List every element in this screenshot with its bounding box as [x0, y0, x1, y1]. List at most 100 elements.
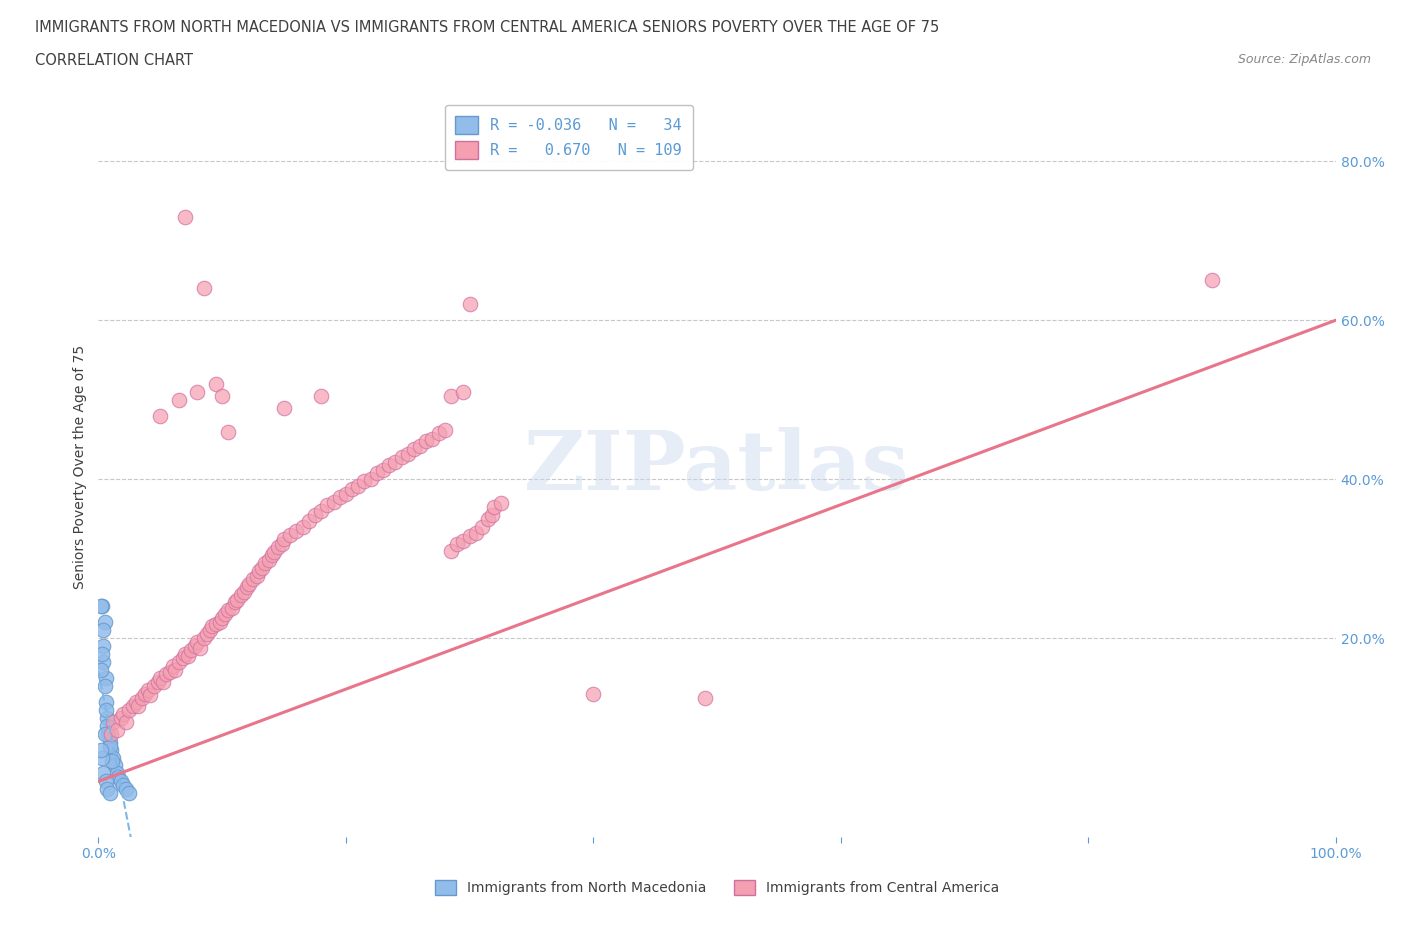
- Point: [184, 639, 207, 654]
- Point: [233, 585, 256, 600]
- Point: [254, 555, 277, 570]
- Point: [273, 531, 295, 546]
- Point: [93, 766, 115, 781]
- Point: [112, 707, 135, 722]
- Point: [226, 592, 249, 607]
- Point: [94, 702, 117, 717]
- Point: [484, 499, 506, 514]
- Point: [146, 674, 169, 689]
- Point: [103, 751, 125, 765]
- Point: [260, 548, 283, 563]
- Point: [93, 679, 115, 694]
- Point: [458, 297, 481, 312]
- Point: [112, 777, 135, 792]
- Text: IMMIGRANTS FROM NORTH MACEDONIA VS IMMIGRANTS FROM CENTRAL AMERICA SENIORS POVER: IMMIGRANTS FROM NORTH MACEDONIA VS IMMIG…: [35, 20, 939, 35]
- Point: [489, 496, 512, 511]
- Point: [103, 758, 125, 773]
- Point: [422, 432, 444, 447]
- Point: [366, 465, 388, 480]
- Point: [322, 494, 344, 509]
- Point: [186, 384, 208, 399]
- Point: [155, 667, 177, 682]
- Point: [165, 662, 187, 677]
- Point: [464, 525, 486, 540]
- Point: [391, 449, 413, 464]
- Point: [91, 599, 114, 614]
- Point: [105, 766, 128, 781]
- Point: [247, 564, 270, 578]
- Point: [107, 770, 129, 785]
- Point: [198, 623, 221, 638]
- Point: [100, 742, 122, 757]
- Point: [176, 648, 198, 663]
- Point: [98, 738, 121, 753]
- Point: [316, 498, 339, 512]
- Point: [378, 458, 401, 472]
- Point: [481, 508, 503, 523]
- Point: [340, 482, 363, 497]
- Point: [221, 601, 243, 616]
- Point: [453, 534, 475, 549]
- Point: [415, 433, 437, 448]
- Point: [427, 426, 450, 441]
- Point: [409, 438, 432, 453]
- Point: [118, 702, 141, 717]
- Point: [143, 679, 166, 694]
- Point: [100, 726, 122, 741]
- Point: [96, 711, 118, 725]
- Point: [440, 389, 463, 404]
- Point: [96, 718, 118, 733]
- Point: [304, 508, 326, 523]
- Point: [211, 611, 233, 626]
- Point: [91, 751, 114, 765]
- Text: CORRELATION CHART: CORRELATION CHART: [35, 53, 193, 68]
- Point: [384, 455, 406, 470]
- Point: [242, 571, 264, 586]
- Point: [224, 595, 246, 610]
- Point: [172, 651, 194, 666]
- Point: [131, 690, 153, 705]
- Point: [152, 674, 174, 689]
- Point: [90, 599, 112, 614]
- Point: [205, 377, 228, 392]
- Point: [114, 782, 136, 797]
- Point: [201, 618, 224, 633]
- Point: [335, 486, 357, 501]
- Point: [211, 389, 233, 404]
- Point: [134, 686, 156, 701]
- Point: [93, 726, 115, 741]
- Point: [267, 539, 290, 554]
- Point: [186, 635, 208, 650]
- Point: [174, 646, 197, 661]
- Point: [149, 671, 172, 685]
- Point: [94, 774, 117, 789]
- Point: [90, 742, 112, 757]
- Point: [263, 545, 285, 560]
- Point: [97, 726, 120, 741]
- Point: [229, 587, 252, 602]
- Point: [127, 698, 149, 713]
- Point: [136, 683, 159, 698]
- Point: [309, 389, 332, 404]
- Point: [453, 384, 475, 399]
- Point: [96, 782, 118, 797]
- Point: [396, 446, 419, 461]
- Point: [193, 281, 215, 296]
- Point: [94, 695, 117, 710]
- Point: [433, 422, 456, 437]
- Point: [353, 473, 375, 488]
- Point: [91, 646, 114, 661]
- Point: [174, 209, 197, 224]
- Point: [93, 639, 115, 654]
- Point: [122, 698, 145, 713]
- Point: [693, 690, 716, 705]
- Legend: Immigrants from North Macedonia, Immigrants from Central America: Immigrants from North Macedonia, Immigra…: [429, 874, 1005, 900]
- Point: [105, 723, 128, 737]
- Point: [236, 579, 259, 594]
- Point: [139, 688, 162, 703]
- Point: [371, 462, 394, 477]
- Point: [217, 424, 239, 439]
- Point: [93, 623, 115, 638]
- Point: [110, 711, 132, 725]
- Point: [110, 774, 132, 789]
